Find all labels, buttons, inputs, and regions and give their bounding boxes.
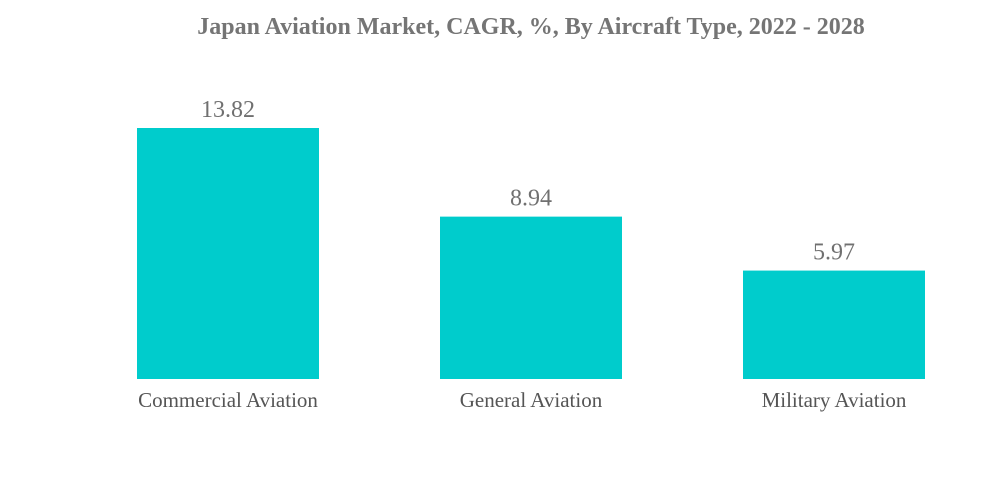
value-label-0: 13.82 xyxy=(201,97,255,123)
value-label-2: 5.97 xyxy=(813,240,855,266)
chart-title: Japan Aviation Market, CAGR, %, By Aircr… xyxy=(197,14,865,40)
value-label-1: 8.94 xyxy=(510,186,552,212)
bar-2 xyxy=(743,270,925,379)
bar-0 xyxy=(137,128,319,379)
category-label-1: General Aviation xyxy=(460,388,603,412)
category-label-2: Military Aviation xyxy=(762,388,907,412)
bar-1 xyxy=(440,216,622,379)
category-label-0: Commercial Aviation xyxy=(138,388,318,412)
